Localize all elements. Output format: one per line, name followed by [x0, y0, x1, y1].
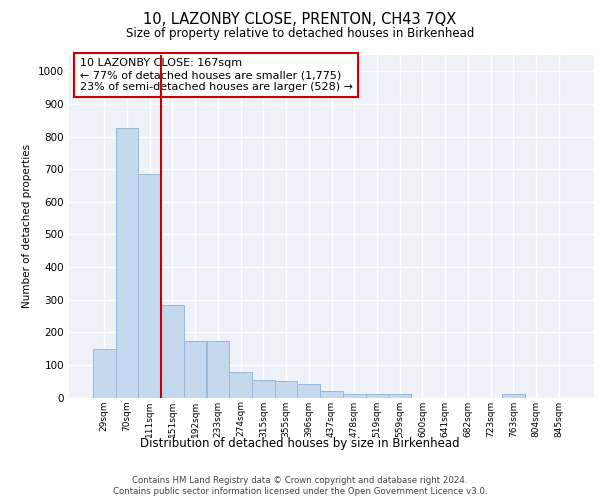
Text: Contains public sector information licensed under the Open Government Licence v3: Contains public sector information licen…: [113, 488, 487, 496]
Bar: [93, 348, 116, 398]
Y-axis label: Number of detached properties: Number of detached properties: [22, 144, 32, 308]
Bar: [298, 384, 320, 398]
Bar: [229, 372, 252, 398]
Bar: [275, 381, 298, 398]
Bar: [320, 391, 343, 398]
Bar: [206, 342, 229, 398]
Bar: [116, 128, 139, 398]
Bar: [502, 394, 524, 398]
Text: 10, LAZONBY CLOSE, PRENTON, CH43 7QX: 10, LAZONBY CLOSE, PRENTON, CH43 7QX: [143, 12, 457, 28]
Text: Size of property relative to detached houses in Birkenhead: Size of property relative to detached ho…: [126, 28, 474, 40]
Bar: [365, 394, 388, 398]
Bar: [252, 380, 275, 398]
Bar: [184, 342, 206, 398]
Text: 10 LAZONBY CLOSE: 167sqm
← 77% of detached houses are smaller (1,775)
23% of sem: 10 LAZONBY CLOSE: 167sqm ← 77% of detach…: [79, 58, 353, 92]
Bar: [161, 304, 184, 398]
Text: Contains HM Land Registry data © Crown copyright and database right 2024.: Contains HM Land Registry data © Crown c…: [132, 476, 468, 485]
Text: Distribution of detached houses by size in Birkenhead: Distribution of detached houses by size …: [140, 438, 460, 450]
Bar: [388, 394, 411, 398]
Bar: [343, 394, 365, 398]
Bar: [139, 174, 161, 398]
